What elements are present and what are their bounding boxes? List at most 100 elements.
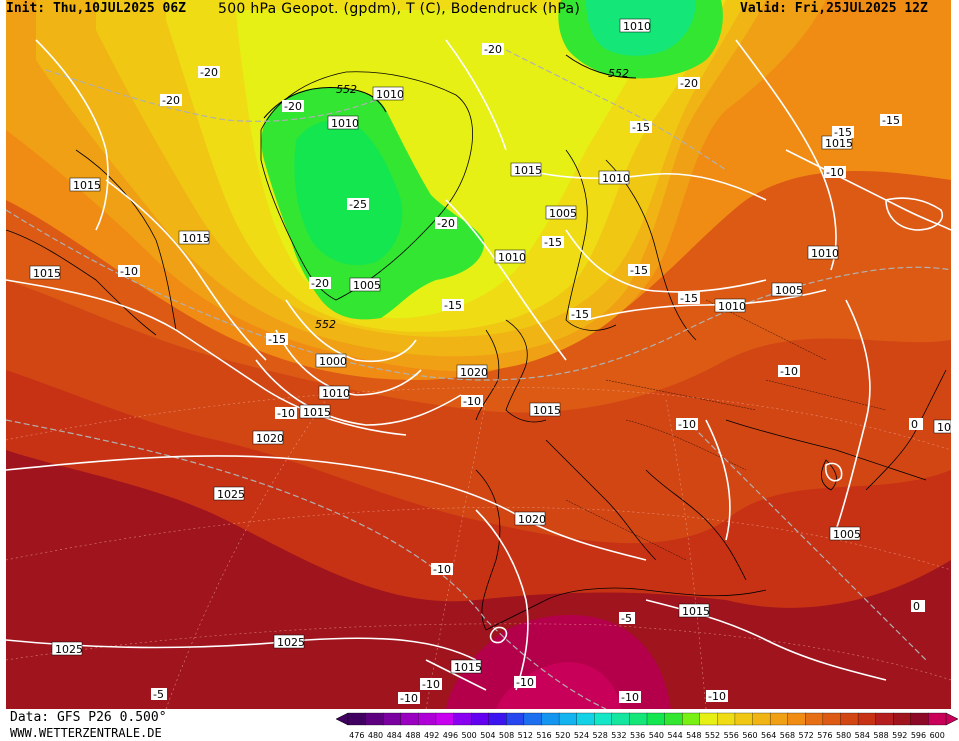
pressure-label-text: 1005	[833, 528, 861, 541]
colorbar-swatch	[594, 712, 613, 726]
pressure-label: 1015	[69, 177, 101, 192]
colorbar-swatch	[664, 712, 683, 726]
temperature-label: -20	[309, 277, 331, 290]
colorbar-tick-label: 592	[892, 731, 907, 740]
color-scale-legend: 476 480 484 488 492 496 500 504 508 512 516 520 524 5…	[336, 712, 958, 740]
temperature-label: -20	[435, 217, 457, 230]
pressure-label: 1015	[821, 135, 853, 150]
graticule	[6, 387, 951, 709]
pressure-label-text: 1025	[277, 636, 305, 649]
pressure-label-text: 1010	[376, 88, 404, 101]
colorbar-swatch	[488, 712, 507, 726]
geopotential-label: 552	[336, 83, 357, 96]
temperature-label: -10	[706, 690, 728, 703]
pressure-label-text: 1020	[460, 366, 488, 379]
colorbar-swatch	[910, 712, 929, 726]
temperature-label: -10	[514, 676, 536, 689]
colorbar-swatch	[453, 712, 472, 726]
colorbar-swatch	[682, 712, 701, 726]
pressure-label: 1010	[619, 18, 651, 33]
temperature-label-text: -5	[621, 612, 632, 625]
valid-time: Valid: Fri,25JUL2025 12Z	[740, 1, 928, 16]
temperature-label: -10	[275, 407, 297, 420]
pressure-label: 1025	[51, 641, 83, 656]
temperature-label: -20	[160, 94, 182, 107]
init-time: Init: Thu,10JUL2025 06Z	[6, 1, 187, 16]
temperature-label: -10	[778, 365, 800, 378]
colorbar-swatch	[840, 712, 859, 726]
pressure-label: 1010	[494, 249, 526, 264]
temperature-label-text: -10	[277, 407, 295, 420]
colorbar-tick-label: 540	[649, 731, 664, 740]
colorbar-tick-label: 528	[593, 731, 608, 740]
colorbar-tick-label: 560	[742, 731, 757, 740]
colorbar-tick-label: 548	[686, 731, 701, 740]
colorbar-tick-label: 544	[667, 731, 682, 740]
temperature-label-text: -10	[463, 395, 481, 408]
pressure-label: 1020	[456, 364, 488, 379]
pressure-label-text: 1005	[549, 207, 577, 220]
pressure-label-text: 1010	[322, 387, 350, 400]
pressure-label-text: 1005	[353, 279, 381, 292]
colorbar-tick-label: 556	[724, 731, 739, 740]
colorbar-arrow-left	[336, 712, 349, 726]
temperature-label-text: -15	[630, 264, 648, 277]
colorbar-tick-label: 532	[611, 731, 626, 740]
colorbar-tick-label: 488	[405, 731, 420, 740]
colorbar-tick-label: 588	[873, 731, 888, 740]
temperature-label: -15	[442, 299, 464, 312]
weather-map: 1010 1010 1010 1015 1015 1015 1015 1010 …	[6, 0, 951, 709]
pressure-label: 1010	[933, 419, 951, 434]
temperature-label: 0	[909, 418, 923, 431]
colorbar-swatch	[717, 712, 736, 726]
pressure-label: 1015	[450, 659, 482, 674]
colorbar-tick-label: 572	[799, 731, 814, 740]
temperature-label: -15	[569, 308, 591, 321]
pressure-label-text: 1010	[718, 300, 746, 313]
temperature-label-text: -10	[780, 365, 798, 378]
pressure-label-text: 1010	[937, 421, 951, 434]
pressure-label-text: 1010	[811, 247, 839, 260]
temperature-label-text: -20	[680, 77, 698, 90]
temperature-label-text: -15	[632, 121, 650, 134]
website-credit: WWW.WETTERZENTRALE.DE	[10, 726, 162, 740]
temperature-label-layer: -20 -20 -20 -20 -15 -15 -10 -10 -25 -20 …	[118, 43, 925, 705]
colorbar-swatch	[699, 712, 718, 726]
pressure-label: 1005	[829, 526, 861, 541]
colorbar-tick-label: 476	[349, 731, 364, 740]
pressure-label: 1010	[807, 245, 839, 260]
colorbar-swatch	[576, 712, 595, 726]
colorbar-swatch	[400, 712, 419, 726]
colorbar-swatch	[383, 712, 402, 726]
colorbar-swatch	[875, 712, 894, 726]
colorbar-swatch	[805, 712, 824, 726]
saharan-ridge	[446, 615, 671, 709]
colorbar-swatch	[857, 712, 877, 726]
temperature-label-text: 0	[911, 418, 918, 431]
colorbar-tick-label: 564	[761, 731, 776, 740]
colorbar-tick-label: 576	[817, 731, 832, 740]
temperature-label-text: -20	[162, 94, 180, 107]
pressure-label-text: 1010	[602, 172, 630, 185]
pressure-label-layer: 1010 1010 1010 1015 1015 1015 1015 1010 …	[29, 18, 951, 674]
colorbar-tick-label: 580	[836, 731, 851, 740]
temperature-label: -10	[420, 678, 442, 691]
temperature-label: -15	[630, 121, 652, 134]
temperature-label-text: -20	[484, 43, 502, 56]
geopotential-label-layer: 552 552 552	[315, 67, 629, 331]
colorbar-swatch	[629, 712, 648, 726]
colorbar-tick-label: 516	[536, 731, 551, 740]
pressure-label-text: 1020	[256, 432, 284, 445]
map-header: Init: Thu,10JUL2025 06Z 500 hPa Geopot. …	[0, 0, 959, 20]
colorbar-swatch	[558, 712, 578, 726]
pressure-label: 1010	[318, 385, 350, 400]
temperature-label: -10	[461, 395, 483, 408]
temperature-label: -20	[482, 43, 504, 56]
colorbar-swatch	[506, 712, 525, 726]
colorbar-tick-label: 480	[368, 731, 383, 740]
pressure-label: 1020	[514, 511, 546, 526]
pressure-label-text: 1015	[682, 605, 710, 618]
temperature-label-text: -15	[571, 308, 589, 321]
pressure-label-text: 1005	[775, 284, 803, 297]
pressure-label-text: 1025	[217, 488, 245, 501]
